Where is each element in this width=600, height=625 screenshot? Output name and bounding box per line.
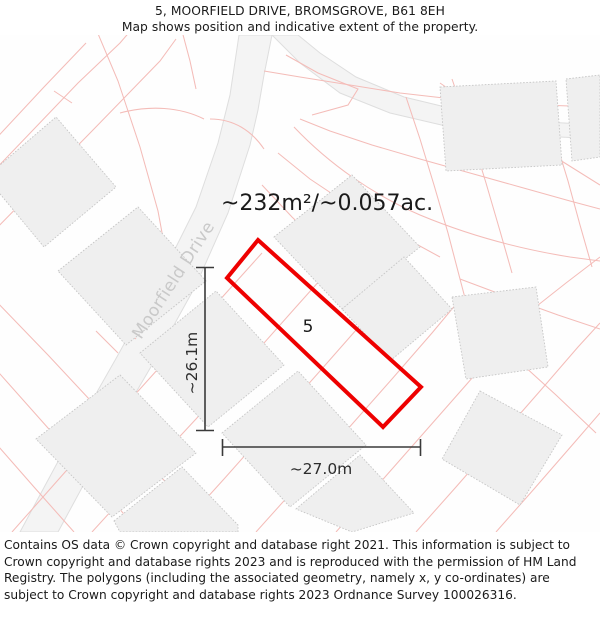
building-footprint (441, 390, 563, 506)
building-footprint (439, 80, 563, 172)
building-footprint (565, 74, 600, 162)
map-header: 5, MOORFIELD DRIVE, BROMSGROVE, B61 8EH … (0, 0, 600, 35)
building-footprint (221, 370, 367, 508)
property-plot-outline[interactable] (224, 237, 424, 430)
building-footprint (0, 116, 117, 248)
area-label: ~232m²/~0.057ac. (221, 191, 433, 216)
vertical-dimension-label: ~26.1m (183, 332, 201, 395)
building-footprint (139, 290, 285, 428)
building-footprint (295, 454, 415, 532)
page-title: 5, MOORFIELD DRIVE, BROMSGROVE, B61 8EH (155, 4, 445, 18)
building-footprint (113, 466, 239, 532)
building-footprints (0, 74, 600, 532)
map-footer-attribution: Contains OS data © Crown copyright and d… (0, 532, 600, 625)
plot-number-label: 5 (303, 317, 314, 337)
building-footprint (451, 286, 549, 380)
map-vector-layer: ~232m²/~0.057ac. 5 ~26.1m ~27.0m Moorfie… (0, 35, 600, 532)
dimension-lines (196, 266, 422, 456)
building-footprint (57, 206, 207, 346)
building-footprint (35, 374, 197, 518)
page-subtitle: Map shows position and indicative extent… (121, 20, 479, 34)
horizontal-dimension-label: ~27.0m (290, 460, 353, 478)
map-canvas[interactable]: ~232m²/~0.057ac. 5 ~26.1m ~27.0m Moorfie… (0, 35, 600, 532)
copyright-text: Contains OS data © Crown copyright and d… (4, 538, 577, 602)
road-moorfield-drive (19, 35, 600, 532)
